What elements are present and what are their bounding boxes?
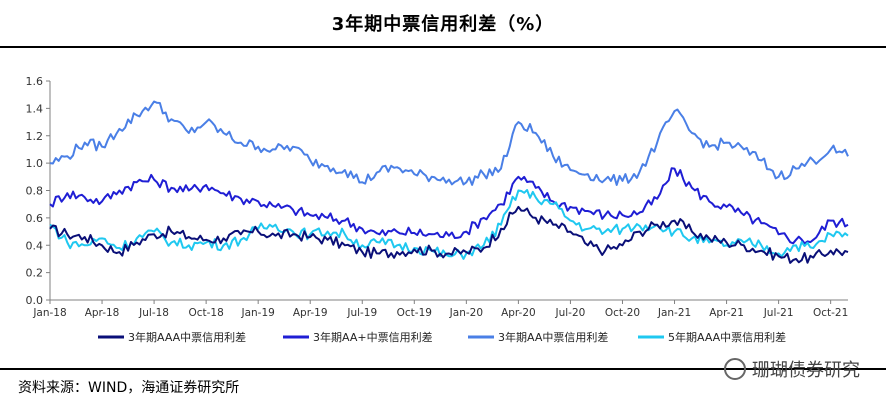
page-title: 3年期中票信用利差（%）	[331, 14, 555, 35]
x-tick-label: Jan-21	[657, 307, 691, 319]
source-rule	[0, 368, 886, 370]
y-tick-label: 0.4	[26, 239, 44, 252]
y-tick-label: 0.8	[26, 185, 44, 198]
y-tick-label: 0.6	[26, 212, 44, 225]
x-tick-label: Apr-19	[293, 307, 328, 319]
y-tick-label: 0.0	[26, 294, 44, 307]
watermark-text: 珊瑚债券研究	[752, 360, 860, 381]
x-tick-label: Jan-19	[241, 307, 275, 319]
y-tick-label: 1.2	[26, 130, 44, 143]
series-line-0	[49, 205, 849, 264]
series-line-3	[49, 189, 849, 260]
x-tick-label: Oct-19	[397, 307, 432, 319]
legend-label: 5年期AAA中票信用利差	[668, 330, 786, 344]
chart-legend: 3年期AAA中票信用利差 3年期AA+中票信用利差 3年期AA中票信用利差 5年期AA…	[98, 330, 786, 344]
series-lines	[49, 100, 849, 264]
x-tick-label: Apr-18	[85, 307, 120, 319]
series-line-2	[49, 100, 849, 186]
wechat-icon	[724, 358, 746, 380]
x-tick-label: Oct-20	[605, 307, 640, 319]
x-tick-label: Oct-18	[188, 307, 223, 319]
x-tick-label: Jul-19	[346, 307, 377, 319]
y-tick-label: 1.4	[26, 102, 44, 115]
x-tick-label: Apr-20	[501, 307, 536, 319]
legend-label: 3年期AA+中票信用利差	[313, 330, 433, 344]
x-tick-label: Oct-21	[813, 307, 848, 319]
x-tick-label: Jul-21	[763, 307, 794, 319]
series-line-1	[49, 167, 849, 245]
x-tick-label: Jan-20	[449, 307, 483, 319]
legend-label: 3年期AA中票信用利差	[498, 330, 608, 344]
y-tick-label: 1.6	[26, 75, 44, 88]
x-tick-label: Jul-20	[555, 307, 586, 319]
y-tick-label: 0.2	[26, 267, 44, 280]
chart-axes: 0.0 0.2 0.4 0.6 0.8 1.0 1.2 1.4 1.6 Jan-18 Apr-18 J…	[26, 75, 849, 319]
watermark: 珊瑚债券研究	[724, 356, 860, 382]
x-tick-label: Jan-18	[32, 307, 66, 319]
x-tick-label: Apr-21	[709, 307, 744, 319]
legend-label: 3年期AAA中票信用利差	[128, 330, 246, 344]
title-rule	[0, 46, 886, 48]
y-tick-label: 1.0	[26, 157, 44, 170]
source-note: 资料来源：WIND，海通证券研究所	[18, 380, 240, 396]
x-tick-label: Jul-18	[138, 307, 169, 319]
